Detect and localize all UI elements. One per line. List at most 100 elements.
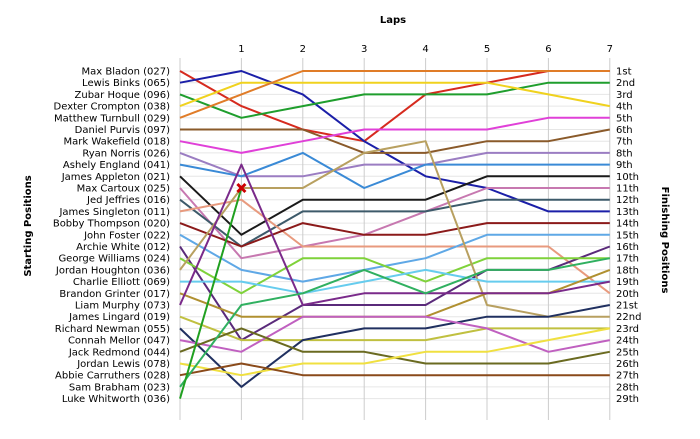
finish-position-label: 14th [616,219,639,230]
series-line [179,175,610,236]
lap-tick-label: 5 [484,44,490,55]
driver-label: Zubar Hoque (096) [75,90,171,101]
driver-label: Brandon Grinter (017) [59,289,170,300]
finish-position-label: 10th [616,172,639,183]
series-line [179,116,610,154]
driver-label: Jed Jeffries (016) [86,195,170,206]
series-line [179,304,610,388]
driver-label: Jordan Houghton (036) [55,265,170,276]
finish-position-label: 12th [616,195,639,206]
y-axis-title-right: Finishing Positions [659,187,670,294]
driver-label: John Foster (022) [83,230,170,241]
driver-label: Jordan Lewis (078) [76,359,170,370]
series-line [179,163,610,306]
series-line [179,81,610,108]
x-axis-title: Laps [380,15,406,26]
series-line [179,70,610,213]
lap-tick-label: 4 [422,44,428,55]
finish-position-label: 9th [616,160,633,171]
series-line [179,81,610,119]
finish-position-label: 16th [616,242,639,253]
finish-position-label: 28th [616,382,639,393]
series-line [179,151,610,189]
series-line [179,222,610,248]
driver-label: Daniel Purvis (097) [75,125,170,136]
series-line [179,187,610,260]
driver-label: Jack Redmond (044) [68,347,170,358]
driver-label: Dexter Crompton (038) [54,102,171,113]
driver-label: Abbie Carruthers (028) [55,371,170,382]
driver-label: Liam Murphy (073) [75,301,170,312]
retired-marker [236,182,247,194]
finish-position-label: 11th [616,184,639,195]
finish-position-label: 6th [616,125,633,136]
driver-label: Matthew Turnbull (029) [54,113,170,124]
series-line [179,315,610,353]
driver-label: James Singleton (011) [58,207,170,218]
series-line [179,257,610,295]
driver-label: Max Cartoux (025) [77,184,171,195]
series-line [180,268,610,295]
finish-position-label: 21st [616,301,638,312]
driver-label: Lewis Binks (065) [82,78,170,89]
series-line [179,327,610,377]
series-lines [179,70,611,399]
finish-position-label: 2nd [616,78,635,89]
driver-label: Ryan Norris (026) [82,148,170,159]
driver-label: Mark Wakefield (018) [64,137,171,148]
finish-position-label: 23rd [616,324,639,335]
driver-label: Richard Newman (055) [55,324,170,335]
marker-layer [236,182,247,194]
series-line [179,315,610,342]
driver-label: Sam Brabham (023) [69,382,170,393]
driver-label: Luke Whitworth (036) [62,394,170,405]
finish-position-label: 5th [616,113,633,124]
finish-position-label: 27th [616,371,639,382]
finish-position-label: 15th [616,230,639,241]
series-line [179,140,610,318]
labels-layer: 1 2 3 4 5 6 7 Max Bladon (027)Lewis Binks (065)… [53,44,642,405]
finish-position-label: 24th [616,336,639,347]
finish-position-label: 7th [616,137,633,148]
driver-label: James Appleton (021) [61,172,170,183]
driver-label: Archie White (012) [76,242,170,253]
finish-position-label: 8th [616,148,633,159]
finish-position-label: 3rd [616,90,633,101]
driver-label: Max Bladon (027) [82,67,171,78]
finish-position-label: 17th [616,254,639,265]
lap-tick-label: 3 [361,44,367,55]
series-line [179,198,610,248]
finish-position-label: 19th [616,277,639,288]
series-line [179,70,610,119]
series-line [179,198,611,295]
finish-position-label: 18th [616,265,639,276]
finish-position-label: 22nd [616,312,641,323]
y-axis-title-left: Starting Positions [23,175,34,276]
series-line [179,70,610,143]
lap-tick-label: 2 [300,44,306,55]
series-line [180,128,610,154]
series-line [179,257,610,388]
driver-label: Connah Mellor (047) [68,336,170,347]
finish-position-label: 13th [616,207,639,218]
series-line [179,187,243,399]
finish-position-label: 20th [616,289,639,300]
lap-tick-label: 7 [607,44,613,55]
series-line [179,233,610,283]
driver-label: Charlie Elliott (069) [73,277,170,288]
series-line [179,362,610,377]
driver-label: Ashely England (041) [63,160,170,171]
series-line [179,151,610,178]
lap-tick-label: 6 [545,44,551,55]
finish-position-label: 26th [616,359,639,370]
grid-layer [179,58,611,420]
lap-tick-label: 1 [238,44,244,55]
finish-position-label: 29th [616,394,639,405]
finish-position-label: 25th [616,347,639,358]
finish-position-label: 1st [616,67,632,78]
finish-position-label: 4th [616,102,633,113]
driver-label: James Lingard (019) [68,312,170,323]
driver-label: George Williams (024) [58,254,170,265]
